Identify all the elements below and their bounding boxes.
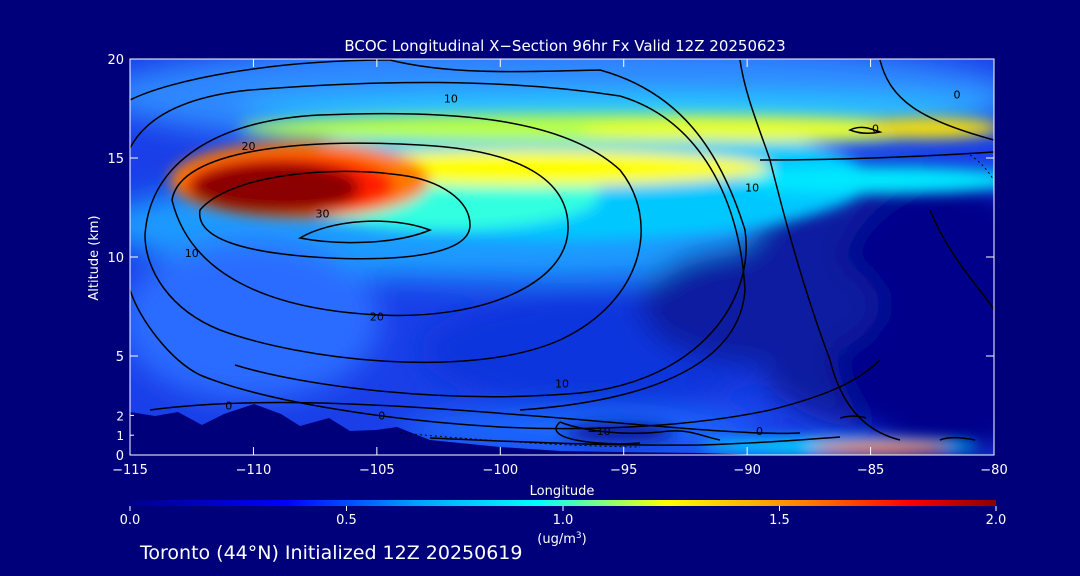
- contour-label: 10: [444, 93, 458, 106]
- y-tick-label: 5: [116, 350, 124, 365]
- contour-label: 20: [370, 310, 384, 323]
- colorbar-units: (ug/m3): [537, 531, 586, 547]
- y-tick-label: 15: [107, 152, 124, 167]
- colorbar-ticks: 0.0 0.5 1.0 1.5 2.0: [120, 506, 1007, 528]
- contour-label: 0: [953, 89, 960, 102]
- x-tick-label: −115: [112, 463, 148, 478]
- x-tick-label: −110: [236, 463, 272, 478]
- contour-label: 30: [316, 207, 330, 220]
- y-tick-label: 0: [116, 449, 124, 464]
- y-minor-tick-label: 1: [116, 429, 124, 443]
- contour-label: 20: [241, 140, 255, 153]
- contour-label: 0: [378, 409, 385, 422]
- colorbar-tick-label: 0.0: [120, 513, 141, 528]
- colorbar-tick-label: 0.5: [336, 513, 357, 528]
- chart-title: BCOC Longitudinal X−Section 96hr Fx Vali…: [344, 37, 785, 55]
- contour-label: 10: [185, 247, 199, 260]
- x-axis: −115 −110 −105 −100 −95 −90 −85 −80: [112, 59, 1008, 478]
- contour-label: 10: [555, 378, 569, 391]
- y-tick-label: 20: [107, 53, 124, 68]
- terrain: [130, 404, 760, 455]
- contour-label: −10: [587, 425, 610, 438]
- colorbar-tick-label: 1.0: [553, 513, 574, 528]
- contour-labels: 10 20 30 10 20 10 −10 10 0 0 0 0 0: [185, 89, 961, 439]
- contour-label: 10: [745, 182, 759, 195]
- x-tick-label: −95: [610, 463, 637, 478]
- y-tick-label: 10: [107, 251, 124, 266]
- x-tick-label: −80: [980, 463, 1007, 478]
- colorbar-tick-label: 2.0: [986, 513, 1007, 528]
- footer-caption: Toronto (44°N) Initialized 12Z 20250619: [140, 542, 523, 564]
- colorbar: [130, 500, 996, 506]
- y-axis: 0 5 10 15 20 1 2: [107, 53, 994, 464]
- y-axis-label: Altitude (km): [87, 215, 102, 300]
- contour-label: 0: [756, 425, 763, 438]
- x-tick-label: −105: [359, 463, 395, 478]
- colorbar-tick-label: 1.5: [769, 513, 790, 528]
- y-minor-tick-label: 2: [116, 409, 124, 423]
- contour-label: 0: [872, 122, 879, 135]
- x-axis-label: Longitude: [530, 484, 595, 499]
- contour-label: 0: [225, 400, 232, 413]
- x-tick-label: −85: [857, 463, 884, 478]
- x-tick-label: −100: [482, 463, 518, 478]
- x-tick-label: −90: [733, 463, 760, 478]
- contour-dotted: [399, 154, 994, 448]
- heatmap-field: [130, 59, 994, 455]
